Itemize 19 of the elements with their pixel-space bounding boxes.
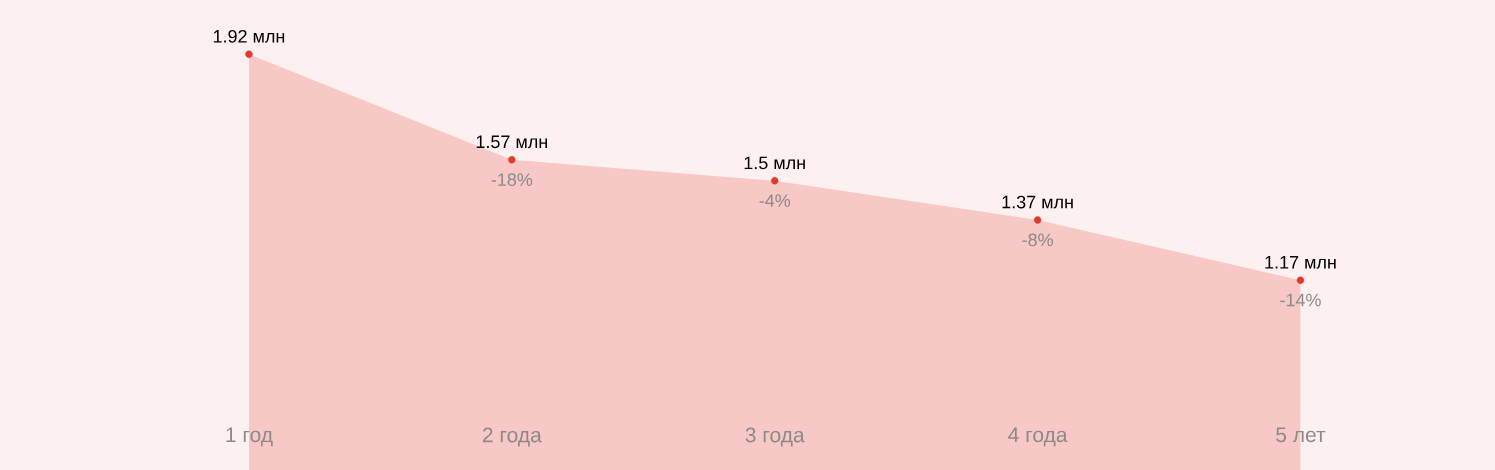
data-label: 1.5 млн <box>744 156 805 170</box>
data-label: 1.57 млн <box>476 135 547 149</box>
point <box>508 155 516 164</box>
annotation: -4% <box>759 194 791 207</box>
data-label: 1.37 млн <box>1002 195 1073 209</box>
x-tick-label: 1 год <box>226 427 273 447</box>
x-tick-label: 5 лет <box>1276 427 1326 443</box>
annotation: -18% <box>491 173 533 186</box>
x-tick-label: 4 года <box>1008 427 1068 447</box>
annotation: -14% <box>1280 293 1321 307</box>
data-label: 1.92 млн <box>213 29 285 43</box>
point <box>245 50 253 58</box>
point <box>1296 276 1305 284</box>
point <box>771 177 779 185</box>
x-tick-label: 2 года <box>482 427 542 447</box>
annotation: -8% <box>1022 233 1053 247</box>
data-label: 1.17 млн <box>1265 256 1336 269</box>
x-tick-label: 3 года <box>745 427 805 447</box>
point <box>1033 216 1042 224</box>
